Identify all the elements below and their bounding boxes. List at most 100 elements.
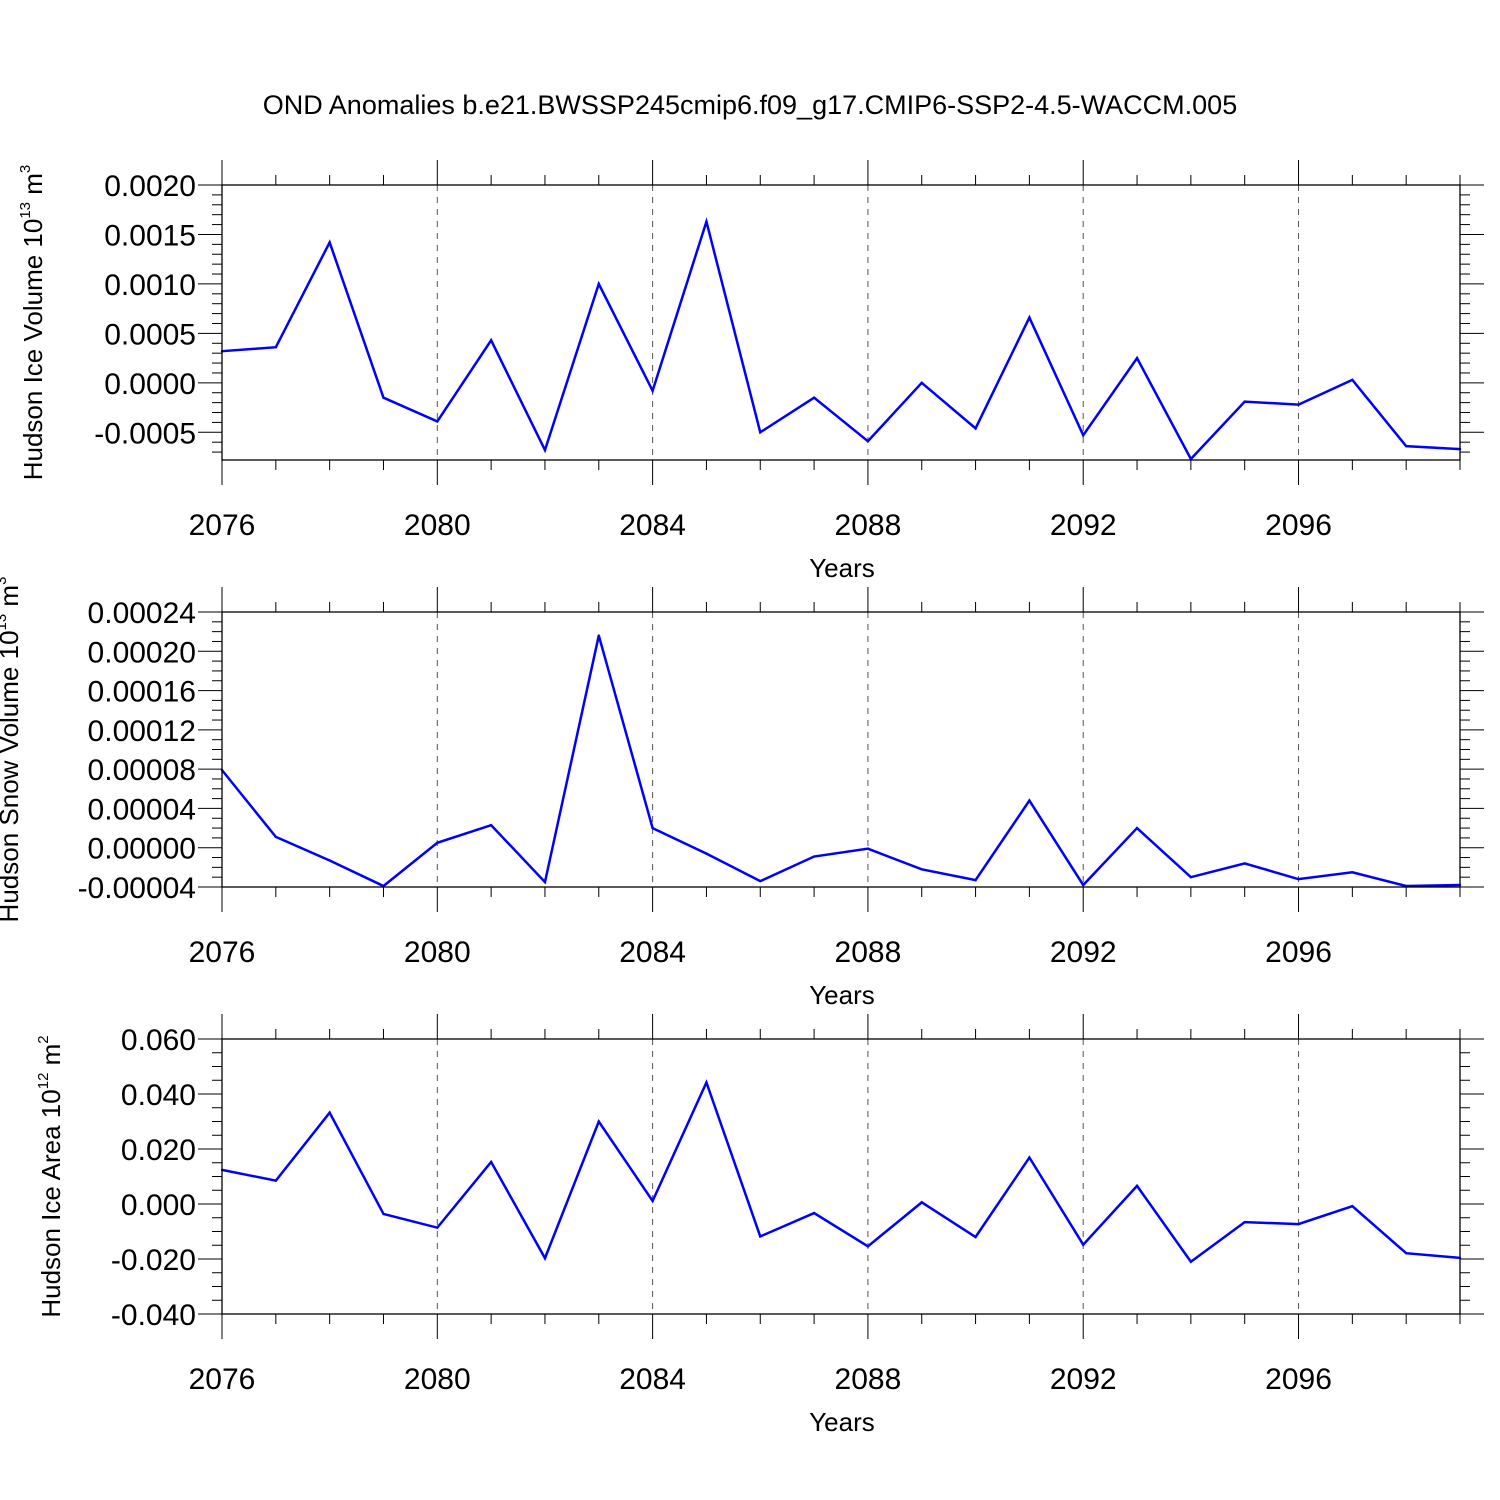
y-tick-label: 0.0015	[104, 219, 196, 252]
data-point	[489, 823, 493, 827]
data-series-line	[221, 217, 1461, 462]
data-point	[759, 431, 762, 434]
data-point	[1351, 871, 1354, 874]
x-tick-label: 2076	[189, 936, 256, 969]
y-tick-label: -0.040	[111, 1299, 196, 1332]
y-tick-label: 0.040	[121, 1079, 196, 1112]
data-point	[1297, 1222, 1300, 1226]
y-tick-label: 0.060	[121, 1024, 196, 1057]
data-point	[651, 826, 654, 830]
y-tick-label: 0.00008	[88, 754, 196, 787]
x-tick-label: 2084	[619, 1363, 686, 1396]
y-tick-label: 0.020	[121, 1134, 196, 1167]
y-tick-label: 0.00020	[88, 636, 196, 669]
y-axis-label: Hudson Ice Area 1012 m2	[35, 1035, 66, 1317]
data-point	[1297, 403, 1300, 406]
y-label-unit: m	[18, 173, 48, 202]
data-point	[866, 440, 870, 443]
data-series-line	[221, 635, 1461, 888]
data-point	[1351, 1205, 1354, 1208]
y-label-unit-exponent: 2	[35, 1035, 52, 1043]
data-point	[1189, 875, 1193, 879]
data-point	[328, 1111, 331, 1114]
x-tick-label: 2084	[619, 509, 686, 542]
y-label-unit: m	[36, 1044, 66, 1073]
y-label-base: Hudson Ice Area 10	[36, 1089, 66, 1317]
data-point	[1028, 1156, 1031, 1159]
data-point	[920, 381, 923, 385]
chart-panel-3: 2076 2080 2084 2088 2092 2096 Years -0.040 -0.02…	[35, 1014, 1484, 1437]
plot-frame	[221, 184, 1461, 461]
y-tick-label: 0.00012	[88, 715, 196, 748]
y-axis-label: Hudson Ice Volume 1013 m3	[17, 165, 48, 481]
x-tick-label: 2096	[1265, 936, 1332, 969]
data-point	[543, 1256, 547, 1260]
x-tick-label: 2092	[1050, 936, 1117, 969]
data-point	[382, 1212, 385, 1216]
data-point	[1297, 877, 1300, 881]
data-point	[866, 1245, 870, 1248]
x-tick-label: 2080	[404, 936, 471, 969]
y-tick-label: -0.020	[111, 1244, 196, 1277]
data-point	[489, 1160, 493, 1164]
y-tick-label: 0.00024	[88, 597, 196, 630]
y-tick-label: 0.0005	[104, 318, 196, 351]
y-tick-label: 0.0010	[104, 269, 196, 302]
y-tick-label: 0.000	[121, 1189, 196, 1222]
data-point	[274, 346, 278, 349]
x-tick-label: 2096	[1265, 1363, 1332, 1396]
chart-panel-1: 2076 2080 2084 2088 2092 2096 Years -0.0005 0.00…	[17, 160, 1484, 583]
x-axis-label: Years	[809, 980, 875, 1010]
x-axis-label: Years	[809, 1407, 875, 1437]
data-point	[597, 634, 600, 637]
data-point	[920, 868, 923, 871]
y-label-base: Hudson Snow Volume 10	[0, 630, 24, 922]
y-label-unit-exponent: 3	[0, 577, 10, 585]
y-tick-label: 0.00016	[88, 676, 196, 709]
data-point	[974, 427, 977, 430]
data-point	[920, 1201, 923, 1204]
data-series-line	[221, 1079, 1461, 1264]
data-point	[597, 1120, 600, 1123]
data-point	[1028, 799, 1031, 802]
y-label-unit: m	[0, 585, 24, 614]
data-point	[489, 339, 493, 342]
x-tick-label: 2080	[404, 1363, 471, 1396]
data-point	[328, 859, 331, 862]
data-point	[759, 879, 762, 883]
data-point	[1243, 1220, 1246, 1224]
x-tick-label: 2092	[1050, 1363, 1117, 1396]
data-point	[1189, 1260, 1193, 1263]
data-point	[1135, 826, 1139, 830]
x-axis-label: Years	[809, 553, 875, 583]
data-point	[1135, 1184, 1139, 1188]
data-point	[974, 1235, 977, 1239]
y-label-unit-exponent: 3	[17, 165, 34, 173]
data-point	[436, 1226, 439, 1229]
chart-panel-2: 2076 2080 2084 2088 2092 2096 Years -0.00004 0.0…	[0, 577, 1484, 1010]
y-label-exponent: 13	[17, 202, 34, 219]
data-point	[651, 1199, 654, 1203]
data-point	[436, 841, 439, 844]
y-axis-label: Hudson Snow Volume 1013 m3	[0, 577, 24, 923]
y-tick-label: 0.00004	[88, 793, 196, 826]
data-point	[1243, 400, 1246, 403]
data-point	[866, 847, 870, 850]
data-point	[1243, 862, 1246, 865]
y-label-exponent: 13	[0, 614, 10, 631]
chart-panels: 2076 2080 2084 2088 2092 2096 Years -0.0005 0.00…	[0, 160, 1484, 1437]
data-point	[1404, 1252, 1408, 1255]
y-label-base: Hudson Ice Volume 10	[18, 219, 48, 481]
data-point	[1351, 378, 1354, 382]
y-tick-label: -0.0005	[94, 417, 196, 450]
data-point	[812, 396, 816, 399]
data-point	[759, 1235, 762, 1238]
data-point	[1082, 1243, 1085, 1246]
x-tick-label: 2088	[835, 509, 902, 542]
data-point	[812, 1211, 816, 1215]
data-point	[705, 1081, 708, 1084]
data-point	[974, 878, 977, 882]
data-point	[543, 880, 547, 884]
data-point	[1082, 883, 1085, 887]
x-tick-label: 2092	[1050, 509, 1117, 542]
